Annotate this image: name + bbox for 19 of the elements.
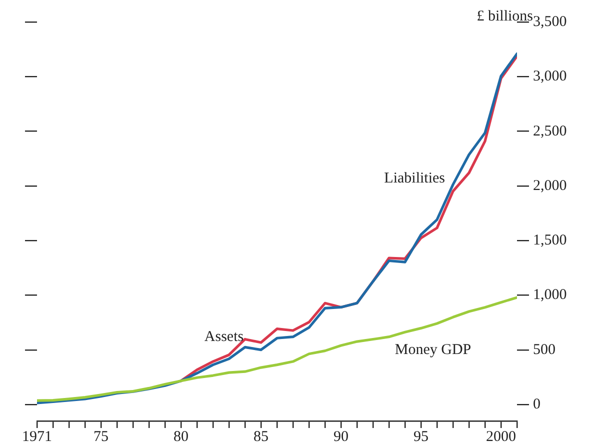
x-tick-label: 85 <box>254 428 268 445</box>
y-axis-title: £ billions <box>476 8 534 24</box>
y-tick-label: 1,500 <box>533 232 567 249</box>
y-tick-label: 2,500 <box>533 123 567 140</box>
series-label: Liabilities <box>384 170 446 186</box>
y-tick-label: 3,500 <box>533 14 567 30</box>
x-tick-label: 2000 <box>486 428 516 445</box>
y-tick-label: 0 <box>533 396 540 413</box>
x-tick-label: 95 <box>414 428 428 445</box>
y-tick-label: 2,000 <box>533 178 567 194</box>
x-tick-label: 75 <box>94 428 108 445</box>
x-tick-label: 90 <box>334 428 348 445</box>
x-tick-label: 80 <box>174 428 188 445</box>
x-tick-label: 1971 <box>22 428 52 445</box>
y-tick-label: 500 <box>533 342 556 358</box>
series-label: Money GDP <box>394 342 472 358</box>
y-tick-label: 3,000 <box>533 68 567 85</box>
series-label: Assets <box>204 328 244 345</box>
y-tick-label: 1,000 <box>533 287 567 304</box>
